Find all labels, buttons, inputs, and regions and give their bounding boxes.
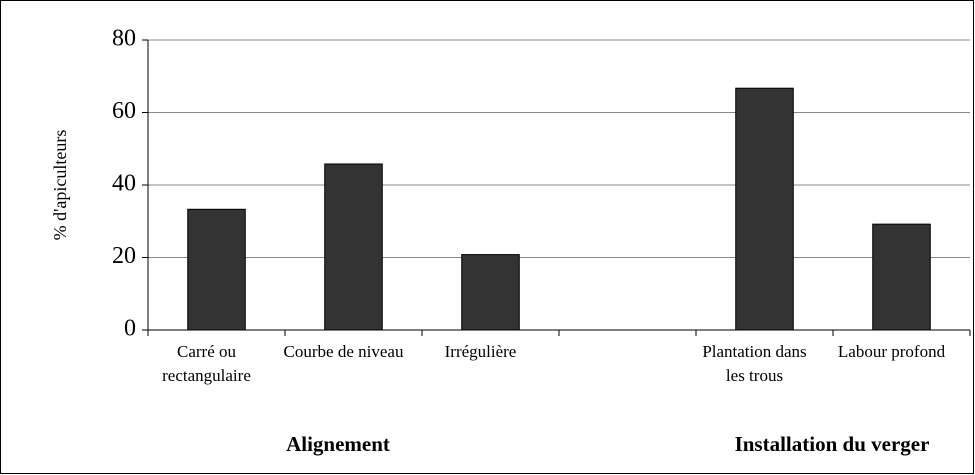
bar [735, 87, 794, 331]
bar [461, 254, 520, 331]
bar [324, 163, 383, 331]
x-tick-label: Courbe de niveau [283, 342, 404, 361]
x-tick-label: Labour profond [837, 342, 946, 361]
y-tick-label: 0 [124, 316, 136, 342]
y-axis-label: % d'apiculteurs [50, 130, 70, 241]
y-tick-label: 80 [112, 26, 136, 52]
y-tick-label: 40 [112, 171, 136, 197]
bar [872, 223, 931, 331]
group-label: Installation du verger [735, 432, 930, 456]
x-tick-label: Irrégulière [444, 342, 517, 361]
y-tick-label: 60 [112, 98, 136, 124]
bar [187, 208, 246, 331]
y-tick-label: 20 [112, 243, 136, 269]
x-tick-label: Plantation dans les trous [702, 342, 807, 385]
x-tick-label: Carré ou rectangulaire [162, 342, 251, 385]
group-label: Alignement [286, 432, 390, 456]
